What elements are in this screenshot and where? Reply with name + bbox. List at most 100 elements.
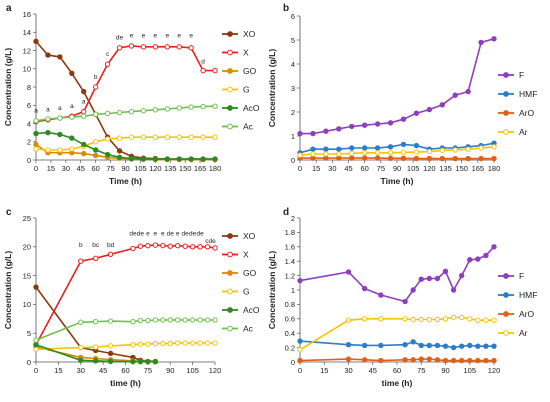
data-point-F [413, 110, 420, 116]
data-point-Ar [297, 152, 303, 158]
data-point-AcO [152, 156, 159, 162]
x-tick-label: 45 [369, 366, 377, 375]
legend-label: F [519, 271, 524, 281]
data-point-HMF [410, 339, 416, 345]
data-point-Ar [336, 151, 342, 157]
x-tick-label: 60 [360, 164, 368, 173]
data-point-F [323, 128, 329, 134]
significance-letter: e [161, 230, 165, 237]
data-point-HMF [400, 141, 407, 148]
series-line-HMF [299, 340, 494, 349]
x-tick-label: 15 [54, 366, 62, 375]
series-G [33, 134, 218, 153]
y-tick-label: 6 [27, 101, 31, 110]
data-point-HMF [345, 342, 352, 348]
data-point-Ar [465, 146, 471, 152]
legend-item-Ar: Ar [498, 328, 528, 338]
x-tick-label: 105 [407, 164, 420, 173]
data-point-Ac [92, 111, 99, 118]
data-point-AcO [130, 359, 136, 365]
data-point-Ac [176, 105, 182, 111]
data-point-Ar [378, 316, 384, 322]
data-point-HMF [450, 344, 457, 351]
data-point-F [361, 122, 368, 128]
data-point-G [78, 344, 84, 351]
data-point-G [182, 340, 188, 346]
data-point-F [442, 268, 449, 274]
legend-label: HMF [519, 290, 537, 300]
legend-item-Ac: Ac [222, 122, 254, 132]
data-point-F [418, 276, 424, 282]
data-point-HMF [297, 338, 303, 344]
legend-swatch-marker [227, 86, 233, 93]
data-point-ArO [467, 357, 473, 364]
legend-swatch-marker [503, 330, 509, 336]
data-point-G [152, 134, 159, 140]
significance-letter: cde [205, 238, 216, 245]
x-tick-label: 150 [179, 164, 192, 173]
x-tick-label: 0 [34, 164, 38, 173]
legend-item-HMF: HMF [498, 290, 537, 300]
significance-letter: e [130, 33, 134, 40]
panel-letter-c: c [6, 207, 12, 218]
y-axis-title: Concentration (g/L) [3, 251, 13, 330]
data-point-Ar [374, 150, 381, 156]
data-point-ArO [426, 356, 433, 362]
data-point-ArO [345, 356, 352, 362]
x-tick-label: 150 [455, 164, 468, 173]
data-point-AcO [104, 151, 111, 158]
significance-letter: a [34, 108, 38, 115]
significance-letter: bc [92, 242, 100, 249]
data-point-F [467, 257, 473, 263]
x-tick-label: 0 [298, 366, 302, 375]
x-tick-label: 75 [377, 164, 385, 173]
data-point-Ac [197, 317, 203, 323]
x-tick-label: 75 [417, 366, 425, 375]
data-point-HMF [442, 343, 449, 349]
data-point-HMF [426, 342, 433, 349]
series-line-X [35, 45, 215, 123]
y-tick-label: 1 [291, 286, 295, 295]
significance-letter: de [182, 230, 190, 237]
data-point-HMF [336, 146, 342, 152]
legend-item-HMF: HMF [498, 89, 537, 99]
x-tick-label: 105 [134, 164, 147, 173]
data-point-Ac [152, 317, 159, 323]
legend-swatch-marker [503, 110, 509, 116]
data-point-G [57, 147, 63, 153]
data-point-G [145, 341, 151, 347]
data-point-Ac [189, 317, 196, 323]
x-axis-title: Time (h) [109, 176, 142, 186]
data-point-ArO [402, 357, 408, 363]
x-tick-label: 120 [423, 164, 436, 173]
legend-swatch-marker [227, 68, 233, 74]
data-point-F [336, 126, 342, 132]
data-point-AcO [92, 147, 99, 153]
data-point-Ac [212, 103, 218, 109]
data-point-AcO [116, 154, 123, 160]
data-point-F [426, 275, 433, 282]
legend-item-GO: GO [222, 268, 257, 278]
data-point-G [200, 134, 206, 140]
legend-item-F: F [498, 70, 524, 80]
data-point-X [107, 251, 114, 257]
data-point-HMF [349, 145, 355, 151]
x-tick-label: 135 [164, 164, 177, 173]
data-point-AcO [57, 131, 63, 138]
data-point-ArO [442, 357, 449, 364]
data-point-XO [45, 52, 51, 58]
legend-item-G: G [222, 287, 250, 297]
data-point-F [439, 102, 445, 108]
data-point-ArO [413, 155, 420, 162]
data-point-F [378, 292, 384, 298]
data-point-Ac [140, 108, 147, 114]
data-point-F [349, 123, 355, 130]
data-point-AcO [140, 156, 147, 162]
data-point-F [478, 39, 484, 46]
data-point-Ac [81, 113, 87, 119]
legend-item-Ar: Ar [498, 127, 528, 137]
legend-label: F [519, 70, 524, 80]
data-point-Ac [33, 337, 39, 343]
x-tick-label: 0 [34, 366, 38, 375]
x-tick-label: 45 [77, 164, 85, 173]
